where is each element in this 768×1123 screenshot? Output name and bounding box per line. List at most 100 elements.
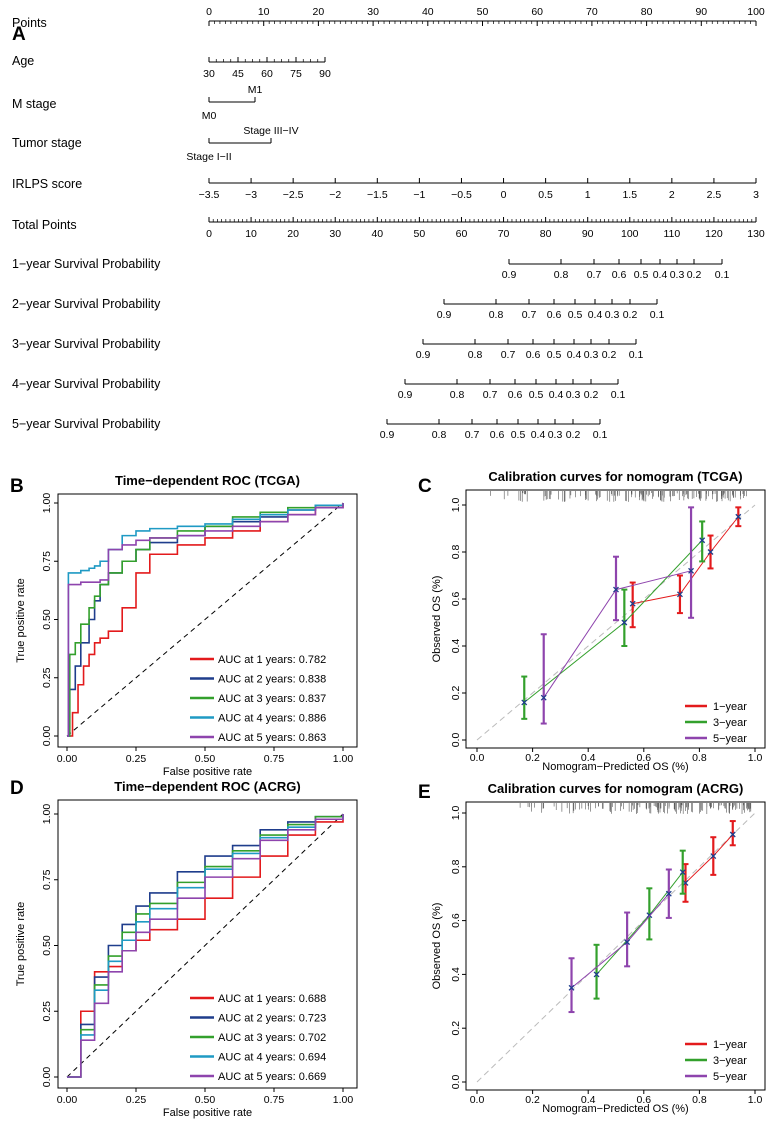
point-marker [688, 567, 695, 574]
y-axis-label: Observed OS (%) [431, 576, 443, 663]
roc-curve-3 [67, 503, 344, 737]
tick-label: 0.9 [502, 269, 517, 281]
tick-label: 0.9 [437, 309, 452, 321]
point-marker [521, 699, 528, 706]
calibration-series-3 [568, 868, 672, 1014]
plot-frame [57, 493, 358, 748]
tick-label: 1 [585, 189, 591, 201]
tick-label: 0.3 [548, 429, 563, 441]
point-marker [621, 619, 628, 626]
y-tick-label: 0.00 [41, 726, 53, 747]
tick-label: 0.5 [538, 189, 553, 201]
tick-label: 0 [206, 228, 212, 240]
variable-label: 2−year Survival Probability [12, 297, 161, 311]
x-tick-label: 0.50 [195, 1094, 216, 1106]
tick-label: 0.9 [416, 349, 431, 361]
tick-label: 0.8 [450, 389, 465, 401]
roc-chart-D: Time−dependent ROC (ACRG) False positive … [15, 779, 358, 1119]
reference-diagonal [66, 813, 344, 1078]
legend-label-5: AUC at 5 years: 0.669 [218, 1071, 326, 1083]
nomogram-row-1: Age 30 45 60 75 90 [12, 54, 331, 80]
tick-label: 0.6 [490, 429, 505, 441]
plot-frame [57, 799, 358, 1089]
tick-label: 50 [477, 6, 489, 18]
tick-label: 100 [747, 6, 765, 18]
chart-title: Time−dependent ROC (TCGA) [115, 473, 300, 488]
point-marker [707, 549, 714, 555]
tick-label: 0.3 [584, 349, 599, 361]
tick-label: −2.5 [283, 189, 304, 201]
tick-label: 0.7 [501, 349, 516, 361]
nomogram-row-2: M stage M0 M1 [12, 84, 262, 122]
tick-label: 0.7 [483, 389, 498, 401]
point-marker [682, 879, 689, 886]
y-tick-label: 0.25 [41, 1001, 53, 1022]
point-marker [676, 591, 683, 598]
nomogram-row-7: 2−year Survival Probability 0.9 0.8 0.7 0.6 0… [12, 297, 664, 321]
nomogram-row-8: 3−year Survival Probability 0.9 0.8 0.7 0.6 0… [12, 337, 643, 361]
legend-label-4: AUC at 4 years: 0.886 [218, 713, 326, 725]
tick-label: 130 [747, 228, 765, 240]
x-tick-label: 0.2 [525, 752, 540, 764]
roc-curve-4 [67, 503, 344, 737]
tick-label: 30 [329, 228, 341, 240]
variable-label: 1−year Survival Probability [12, 257, 161, 271]
tick-label: −3.5 [199, 189, 220, 201]
tick-label: 0.1 [629, 349, 644, 361]
tick-label: 20 [287, 228, 299, 240]
calibration-chart-E: Calibration curves for nomogram (ACRG) No… [431, 781, 766, 1115]
point-marker [710, 853, 717, 859]
point-marker [646, 912, 653, 919]
variable-label: Age [12, 54, 34, 68]
tick-label: 0.6 [526, 349, 541, 361]
tick-label: 45 [232, 68, 244, 80]
legend-label-5: AUC at 5 years: 0.863 [218, 732, 326, 744]
tick-label: 0.8 [432, 429, 447, 441]
chart-title: Calibration curves for nomogram (TCGA) [488, 469, 742, 484]
legend-label-3: 5−year [713, 1071, 747, 1083]
x-tick-label: 0.25 [126, 753, 147, 765]
reference-diagonal [66, 502, 344, 737]
nomogram-row-0: Points 0 10 20 30 40 50 60 70 80 90 100 [12, 6, 765, 30]
y-tick-label: 0.25 [41, 667, 53, 688]
tick-label: 10 [258, 6, 270, 18]
x-tick-label: 0.0 [470, 752, 485, 764]
y-tick-label: 0.50 [41, 935, 53, 956]
tick-label: 0.4 [549, 389, 564, 401]
panel-label-D: D [10, 778, 24, 799]
tick-label: 0.5 [529, 389, 544, 401]
tick-label: 0.9 [380, 429, 395, 441]
x-tick-label: 0.2 [525, 1094, 540, 1106]
calibration-series-2 [593, 849, 686, 1000]
tick-label: 0.1 [650, 309, 665, 321]
roc-curve-5 [67, 814, 344, 1078]
y-tick-label: 0.75 [41, 551, 53, 572]
ideal-line [476, 812, 756, 1083]
tick-label: 0.8 [554, 269, 569, 281]
tick-label: 60 [456, 228, 468, 240]
legend-label-3: AUC at 3 years: 0.702 [218, 1032, 326, 1044]
x-tick-label: 0.8 [692, 1094, 707, 1106]
tick-label: 0.9 [398, 389, 413, 401]
tick-label: 80 [641, 6, 653, 18]
calibration-series-1 [629, 506, 742, 629]
tick-label: 0.5 [547, 349, 562, 361]
x-tick-label: 0.0 [470, 1094, 485, 1106]
tick-label: 90 [695, 6, 707, 18]
variable-label: Points [12, 16, 47, 30]
legend-label-1: 1−year [713, 1039, 747, 1051]
tick-label: 0.2 [566, 429, 581, 441]
legend: AUC at 1 years: 0.782 AUC at 2 years: 0.8… [190, 654, 326, 744]
x-tick-label: 0.4 [581, 1094, 596, 1106]
tick-label: 50 [414, 228, 426, 240]
tick-label: 20 [313, 6, 325, 18]
x-tick-label: 0.00 [57, 753, 78, 765]
y-tick-label: 0.2 [450, 1021, 462, 1036]
nomogram-row-3: Tumor stage Stage I−II Stage III−IV [12, 125, 299, 163]
tick-label: 0.1 [715, 269, 730, 281]
legend-label-2: 3−year [713, 717, 747, 729]
tick-label: 0.7 [522, 309, 537, 321]
tick-label: 110 [663, 228, 680, 240]
variable-label: 3−year Survival Probability [12, 337, 161, 351]
